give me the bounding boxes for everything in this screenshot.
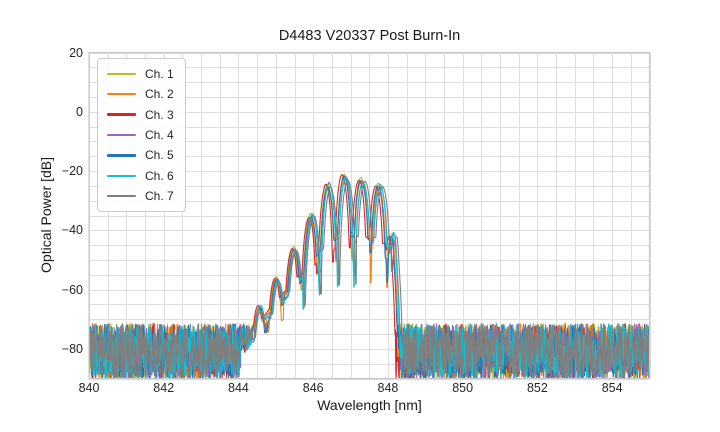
- x-tick-label: 842: [153, 381, 175, 395]
- y-axis-label: Optical Power [dB]: [38, 157, 54, 273]
- legend-label: Ch. 7: [145, 189, 174, 204]
- legend-line-swatch: [107, 174, 136, 177]
- x-tick-label: 846: [302, 381, 324, 395]
- x-tick-label: 848: [377, 381, 399, 395]
- x-tick-label: 850: [452, 381, 474, 395]
- y-tick-label: −80: [61, 341, 83, 356]
- legend-label: Ch. 2: [145, 87, 174, 102]
- legend-item: Ch. 6: [98, 166, 185, 186]
- x-tick-label: 854: [601, 381, 623, 395]
- legend-item: Ch. 7: [98, 186, 185, 206]
- chart-title: D4483 V20337 Post Burn-In: [278, 28, 461, 44]
- x-tick-label: 852: [526, 381, 548, 395]
- y-tick-label: 20: [69, 45, 83, 60]
- legend: Ch. 1 Ch. 2 Ch. 3 Ch. 4 Ch. 5 Ch. 6 Ch. …: [97, 58, 186, 212]
- legend-item: Ch. 4: [98, 125, 185, 145]
- legend-line-swatch: [107, 194, 136, 198]
- y-tick-label: −20: [61, 164, 83, 179]
- legend-label: Ch. 6: [145, 168, 174, 183]
- y-tick-label: −60: [61, 282, 83, 297]
- legend-line-swatch: [107, 133, 136, 137]
- legend-label: Ch. 5: [145, 148, 174, 163]
- x-tick-label: 840: [78, 381, 100, 395]
- legend-label: Ch. 1: [145, 66, 174, 81]
- legend-item: Ch. 1: [98, 64, 185, 84]
- legend-label: Ch. 4: [145, 127, 174, 142]
- y-tick-label: −40: [61, 223, 83, 238]
- legend-line-swatch: [107, 93, 136, 96]
- legend-item: Ch. 5: [98, 145, 185, 165]
- legend-line-swatch: [107, 72, 136, 76]
- y-tick-label: 0: [76, 104, 83, 119]
- legend-line-swatch: [107, 113, 136, 116]
- legend-item: Ch. 3: [98, 104, 185, 124]
- x-axis-label: Wavelength [nm]: [317, 397, 422, 413]
- legend-item: Ch. 2: [98, 84, 185, 104]
- legend-label: Ch. 3: [145, 107, 174, 122]
- x-tick-label: 844: [228, 381, 249, 395]
- legend-line-swatch: [107, 154, 136, 157]
